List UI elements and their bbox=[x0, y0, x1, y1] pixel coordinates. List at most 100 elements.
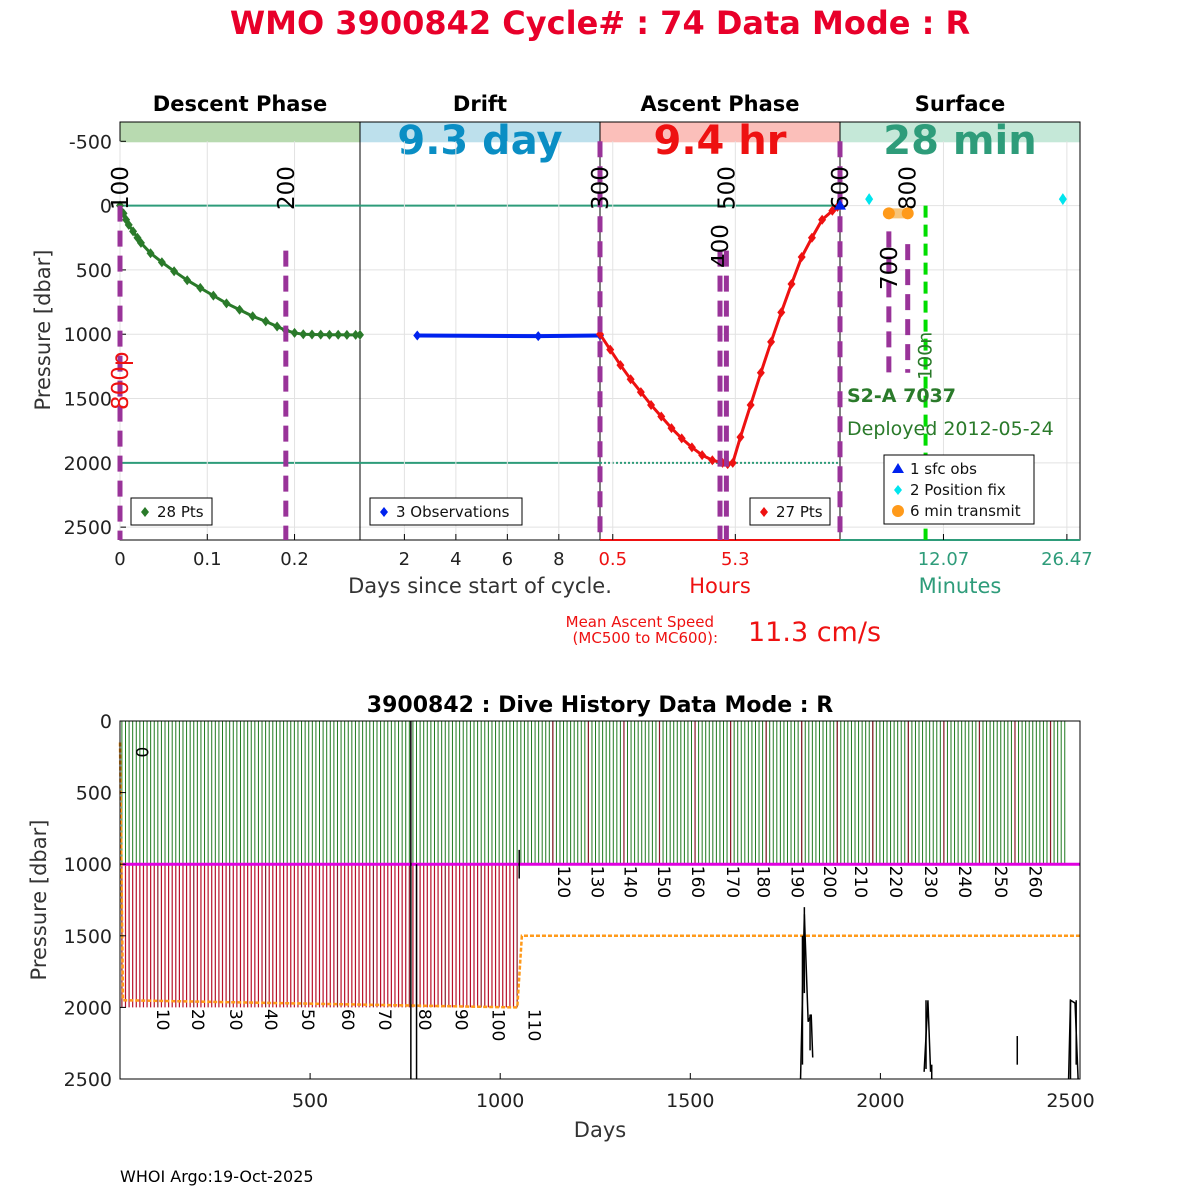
x-tick-label: 0.2 bbox=[280, 549, 309, 570]
mission-marker-label: 800 bbox=[896, 166, 922, 210]
y-axis-label: Pressure [dbar] bbox=[27, 820, 51, 981]
cycle-number-label: 20 bbox=[187, 1009, 207, 1031]
y-tick-label: 1500 bbox=[64, 926, 112, 948]
descent-point bbox=[290, 327, 299, 338]
phase-duration: 28 min bbox=[883, 118, 1036, 164]
descent-point bbox=[299, 329, 308, 340]
ascent-point bbox=[698, 450, 707, 461]
ascent-point bbox=[636, 387, 645, 398]
descent-point bbox=[183, 275, 192, 286]
x-tick-label: 0.5 bbox=[598, 549, 627, 570]
x-tick-label: 1500 bbox=[666, 1090, 714, 1112]
cycle-number-label: 90 bbox=[451, 1009, 471, 1031]
descent-point bbox=[351, 329, 360, 340]
mission-marker-label: 100 bbox=[108, 166, 134, 210]
figure-title: WMO 3900842 Cycle# : 74 Data Mode : R bbox=[230, 4, 970, 42]
phase-banner bbox=[840, 122, 1080, 143]
x-axis-label: Days bbox=[574, 1118, 626, 1142]
ascent-point bbox=[708, 455, 717, 466]
dive-history-chart: 3900842 : Dive History Data Mode : R0500… bbox=[27, 693, 1095, 1142]
x-tick-label: 500 bbox=[292, 1090, 328, 1112]
legend-box bbox=[369, 497, 523, 526]
y-tick-label: 1000 bbox=[64, 324, 112, 346]
ascent-point bbox=[787, 279, 796, 290]
legend-symbol bbox=[892, 463, 904, 473]
descent-point bbox=[146, 248, 155, 259]
x-axis-label-minutes: Minutes bbox=[919, 574, 1002, 598]
legend-symbol bbox=[380, 507, 388, 517]
descent-point bbox=[273, 321, 282, 332]
x-tick-label: 1000 bbox=[476, 1090, 524, 1112]
x-tick-label: 0 bbox=[114, 549, 125, 570]
ascent-point bbox=[647, 399, 656, 410]
ascent-point bbox=[797, 252, 806, 263]
mission-marker-label: 500 bbox=[714, 166, 740, 210]
cycle-number-label: 160 bbox=[687, 866, 707, 898]
y-tick-label: 2500 bbox=[64, 1069, 112, 1091]
depth-trace bbox=[799, 914, 814, 1080]
cycle-number-label: 230 bbox=[920, 866, 940, 898]
drift-point bbox=[413, 330, 422, 341]
phase-title: Surface bbox=[915, 92, 1005, 116]
descent-series-line bbox=[118, 204, 360, 337]
cycle-number-label: 10 bbox=[152, 1009, 172, 1031]
x-axis-label-days: Days since start of cycle. bbox=[348, 574, 612, 598]
ascent-point bbox=[687, 442, 696, 453]
y-tick-label: 1500 bbox=[64, 389, 112, 411]
ascent-point bbox=[736, 432, 745, 443]
legend-label: 1 sfc obs bbox=[910, 460, 977, 478]
cycle-number-label: 140 bbox=[619, 866, 639, 898]
legend-symbol bbox=[760, 507, 768, 517]
descent-point bbox=[222, 298, 231, 309]
cycle-number-label: 240 bbox=[954, 866, 974, 898]
cycle-number-label: 110 bbox=[524, 1009, 544, 1041]
cycle-number-label: 150 bbox=[653, 866, 673, 898]
legend-label: 27 Pts bbox=[776, 503, 823, 521]
y-tick-label: -500 bbox=[69, 131, 112, 153]
drift-point bbox=[534, 331, 543, 342]
cycle-number-label: 40 bbox=[260, 1009, 280, 1031]
descent-point bbox=[261, 316, 270, 327]
ascent-point bbox=[828, 205, 837, 216]
cycle-number-label: 170 bbox=[722, 866, 742, 898]
cycle-lines bbox=[121, 721, 1066, 1008]
cycle-number-label: 200 bbox=[819, 866, 839, 898]
phase-banner bbox=[360, 122, 600, 143]
ascent-point bbox=[616, 360, 625, 371]
descent-point bbox=[342, 329, 351, 340]
cycle-number-label: 60 bbox=[337, 1009, 357, 1031]
y-tick-label: 2000 bbox=[64, 453, 112, 475]
x-tick-label: 2000 bbox=[856, 1090, 904, 1112]
x-tick-label: 2500 bbox=[1046, 1090, 1094, 1112]
ascent-point bbox=[657, 411, 666, 422]
mission-marker-label: 700 bbox=[877, 246, 903, 290]
phase-banner bbox=[120, 122, 360, 143]
phase-duration: 9.3 day bbox=[397, 118, 562, 164]
cycle-number-label: 190 bbox=[787, 866, 807, 898]
ascent-point bbox=[756, 367, 765, 378]
phase-title: Ascent Phase bbox=[641, 92, 800, 116]
y-tick-label: 500 bbox=[76, 260, 112, 282]
descent-point bbox=[170, 266, 179, 277]
x-tick-label: 8 bbox=[553, 549, 564, 570]
legend-box bbox=[883, 454, 1035, 525]
descent-point bbox=[334, 329, 343, 340]
ascent-point bbox=[677, 433, 686, 444]
descent-point bbox=[136, 237, 145, 248]
expected-depth-line bbox=[118, 742, 1080, 1009]
sfc-obs-point bbox=[834, 199, 846, 210]
ascent-point bbox=[767, 336, 776, 347]
drift-series-line bbox=[417, 333, 601, 339]
cycle-number-label: 220 bbox=[885, 866, 905, 898]
descent-point bbox=[248, 311, 257, 322]
cycle-number-label: 70 bbox=[374, 1009, 394, 1031]
legend-label: 6 min transmit bbox=[910, 502, 1021, 520]
descent-point bbox=[308, 329, 316, 340]
transmit-point bbox=[901, 207, 914, 220]
footer-credit: WHOI Argo:19-Oct-2025 bbox=[120, 1167, 314, 1186]
cycle-number-label: 120 bbox=[553, 866, 573, 898]
ascent-point bbox=[807, 232, 816, 243]
transmit-point bbox=[882, 207, 895, 220]
cycle-number-label: 260 bbox=[1024, 866, 1044, 898]
